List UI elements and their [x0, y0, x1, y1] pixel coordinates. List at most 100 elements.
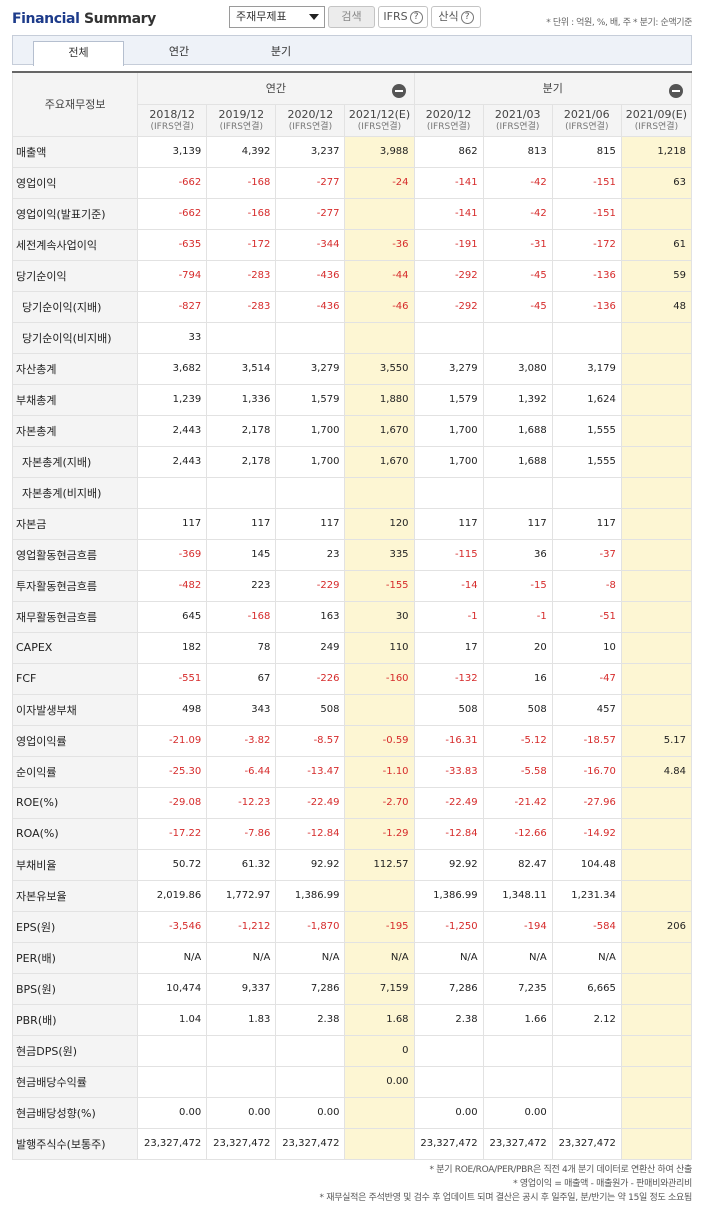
table-cell: 5.17: [620, 724, 693, 757]
table-cell: [551, 1096, 622, 1129]
table-row: PER(배) N/A N/A N/A N/A N/A N/A N/A: [11, 941, 693, 974]
table-cell: [413, 1034, 484, 1067]
help-icon: ?: [409, 11, 423, 24]
row-label: 당기순이익(비지배): [11, 321, 139, 354]
row-label: 자본총계: [11, 414, 139, 447]
table-cell: -17.22: [137, 817, 208, 850]
collapse-annual-icon[interactable]: [391, 84, 406, 98]
table-cell: [620, 941, 693, 974]
tab-annual[interactable]: 연간: [168, 45, 190, 58]
table-cell: 815: [551, 135, 622, 168]
help-icon: ?: [460, 11, 474, 24]
table-cell: 23,327,472: [551, 1127, 622, 1160]
table-cell: N/A: [413, 941, 484, 974]
row-label: 매출액: [11, 135, 139, 168]
table-cell: 1,670: [344, 414, 415, 447]
table-cell: [206, 476, 277, 509]
table-cell: N/A: [344, 941, 415, 974]
table-cell: -141: [413, 197, 484, 230]
formula-help-button[interactable]: 산식?: [431, 6, 481, 28]
table-cell: 17: [413, 631, 484, 664]
table-cell: 1,579: [275, 383, 346, 416]
table-cell: -151: [551, 166, 622, 199]
table-cell: -24: [344, 166, 415, 199]
table-cell: 23,327,472: [206, 1127, 277, 1160]
table-cell: 0.00: [482, 1096, 553, 1129]
table-cell: [620, 414, 693, 447]
table-cell: 36: [482, 538, 553, 571]
table-cell: 1,624: [551, 383, 622, 416]
table-cell: 10,474: [137, 972, 208, 1005]
period-basis: (IFRS연결): [495, 121, 540, 132]
ifrs-help-button[interactable]: IFRS?: [378, 6, 428, 28]
table-row: 발행주식수(보통주) 23,327,472 23,327,472 23,327,472…: [11, 1127, 693, 1160]
footnote: * 영업이익 = 매출액 - 매출원가 - 판매비와관리비: [513, 1179, 692, 1189]
table-cell: [620, 383, 693, 416]
table-cell: 61.32: [206, 848, 277, 881]
financial-summary-table: 주요재무정보 연간 분기 2018/12 (IFRS연결) 2019/12 (IFRS…: [11, 71, 693, 1160]
table-cell: 3,550: [344, 352, 415, 385]
table-cell: 223: [206, 569, 277, 602]
tab-all[interactable]: 전체: [33, 41, 124, 66]
table-cell: 2.38: [413, 1003, 484, 1036]
table-cell: -172: [551, 228, 622, 261]
table-cell: [620, 662, 693, 695]
unit-note: * 단위 : 억원, %, 배, 주 * 분기: 순액기준: [546, 18, 692, 28]
table-cell: -1: [413, 600, 484, 633]
table-cell: -5.58: [482, 755, 553, 788]
table-cell: 117: [137, 507, 208, 540]
table-cell: [275, 321, 346, 354]
table-cell: 1,772.97: [206, 879, 277, 912]
table-cell: -12.66: [482, 817, 553, 850]
table-cell: [620, 569, 693, 602]
table-cell: -21.42: [482, 786, 553, 819]
row-label: 자본유보율: [11, 879, 139, 912]
table-cell: [137, 1034, 208, 1067]
table-row: 투자활동현금흐름 -482 223 -229 -155 -14 -15 -8: [11, 569, 693, 602]
page-title: Financial Summary: [12, 11, 156, 27]
table-cell: -5.12: [482, 724, 553, 757]
table-cell: [344, 879, 415, 912]
table-cell: 1,700: [413, 445, 484, 478]
table-row: ROE(%) -29.08 -12.23 -22.49 -2.70 -22.49 -21.4…: [11, 786, 693, 819]
collapse-quarter-icon[interactable]: [669, 84, 683, 98]
table-row: 현금배당성향(%) 0.00 0.00 0.00 0.00 0.00: [11, 1096, 693, 1129]
row-label: 현금배당수익률: [11, 1065, 139, 1098]
table-cell: -22.49: [413, 786, 484, 819]
table-cell: 9,337: [206, 972, 277, 1005]
table-cell: -1: [482, 600, 553, 633]
table-cell: -436: [275, 290, 346, 323]
row-label: 이자발생부채: [11, 693, 139, 726]
table-cell: -14: [413, 569, 484, 602]
table-cell: -29.08: [137, 786, 208, 819]
table-row: 영업이익 -662 -168 -277 -24 -141 -42 -151 63: [11, 166, 693, 199]
table-cell: -277: [275, 197, 346, 230]
search-button[interactable]: 검색: [328, 6, 375, 28]
table-cell: 2,019.86: [137, 879, 208, 912]
statement-type-select[interactable]: 주재무제표: [229, 6, 325, 28]
table-cell: -229: [275, 569, 346, 602]
table-cell: -42: [482, 166, 553, 199]
table-cell: -16.31: [413, 724, 484, 757]
table-row: 순이익률 -25.30 -6.44 -13.47 -1.10 -33.83 -5.58 -16…: [11, 755, 693, 788]
quarter-group-header: 분기: [413, 71, 693, 105]
table-cell: 20: [482, 631, 553, 664]
table-cell: 4,392: [206, 135, 277, 168]
table-cell: -51: [551, 600, 622, 633]
table-row: 부채총계 1,239 1,336 1,579 1,880 1,579 1,392 1,624: [11, 383, 693, 416]
row-label: 부채총계: [11, 383, 139, 416]
tab-quarterly[interactable]: 분기: [270, 45, 292, 58]
table-cell: 3,080: [482, 352, 553, 385]
table-cell: 6,665: [551, 972, 622, 1005]
table-cell: 163: [275, 600, 346, 633]
period-label: 2019/12: [218, 107, 265, 121]
table-cell: 3,179: [551, 352, 622, 385]
table-cell: -12.84: [275, 817, 346, 850]
table-row: 당기순이익(지배) -827 -283 -436 -46 -292 -45 -136 48: [11, 290, 693, 323]
table-cell: 1,336: [206, 383, 277, 416]
table-cell: -635: [137, 228, 208, 261]
period-header: 2021/06 (IFRS연결): [551, 103, 622, 137]
table-cell: -3.82: [206, 724, 277, 757]
row-label: 재무활동현금흐름: [11, 600, 139, 633]
table-cell: [620, 786, 693, 819]
